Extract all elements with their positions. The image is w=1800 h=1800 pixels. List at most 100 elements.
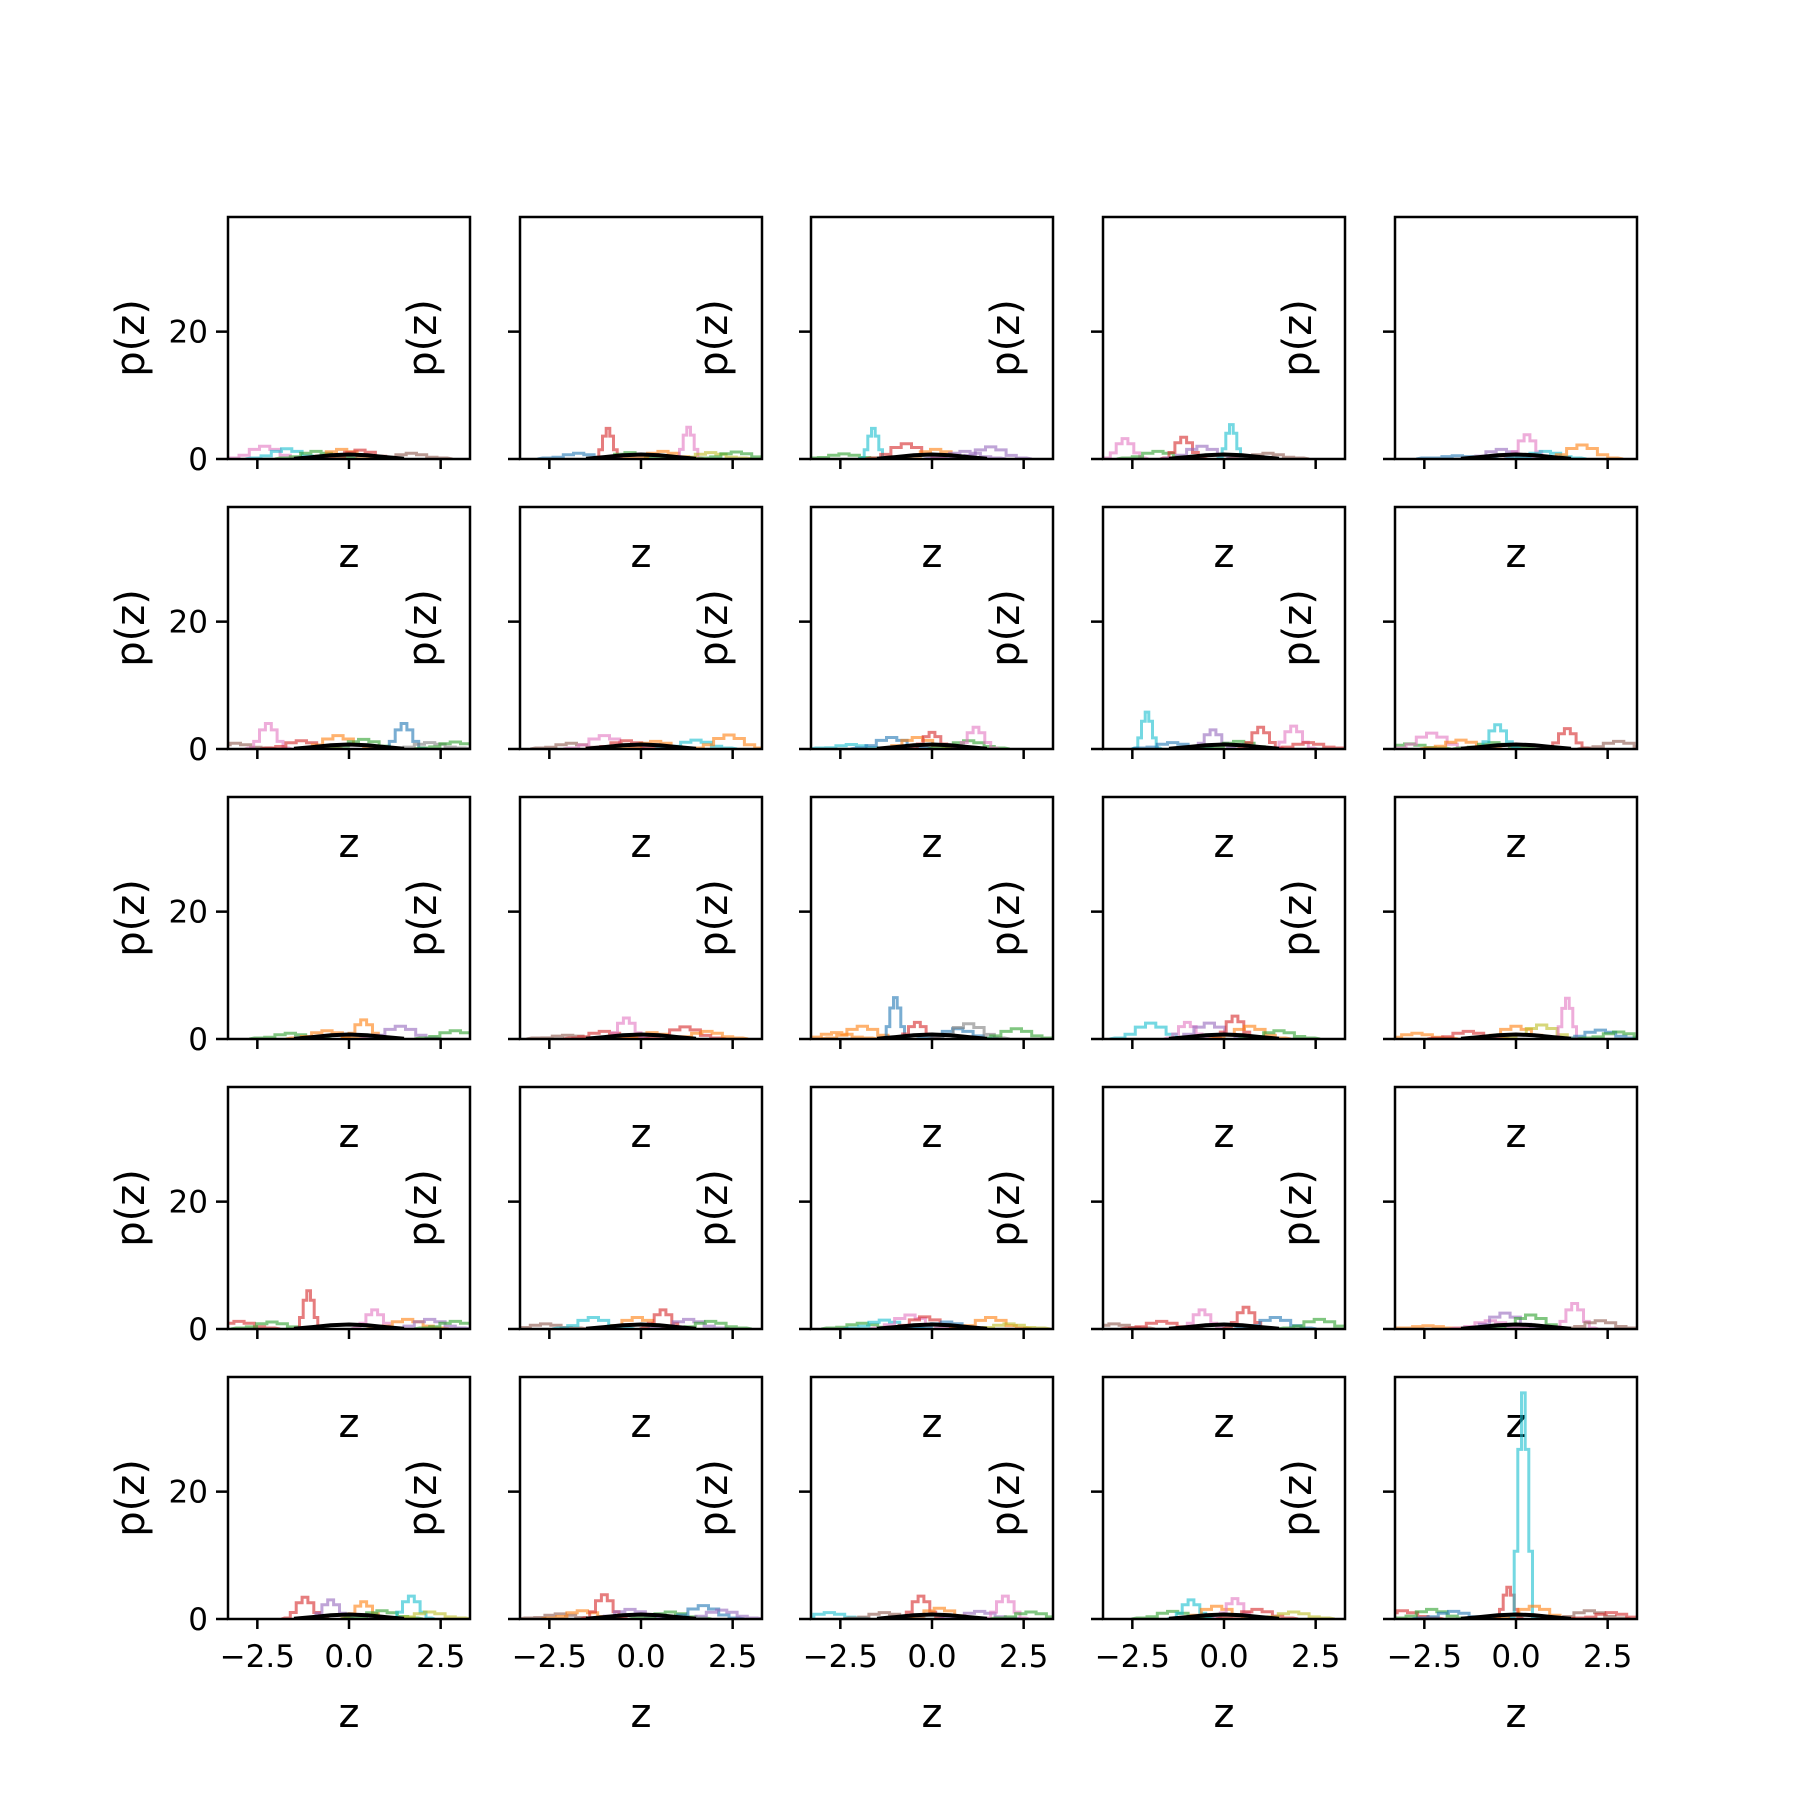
- pdf-curve: [244, 722, 293, 749]
- subplot-17: z p(z): [400, 1085, 764, 1447]
- y-axis-label: p(z): [691, 589, 737, 667]
- y-axis-label: p(z): [983, 589, 1029, 667]
- x-axis-label: z: [1506, 1111, 1527, 1157]
- x-axis-label: z: [922, 1401, 943, 1447]
- pdf-curve: [414, 1029, 470, 1039]
- axes-frame: [1393, 215, 1639, 461]
- subplot-9: z p(z): [983, 505, 1347, 867]
- pdf-curve: [811, 1031, 878, 1039]
- x-axis-label: z: [631, 1401, 652, 1447]
- y-tick-label: 0: [188, 1022, 208, 1058]
- y-axis-label: p(z): [691, 879, 737, 957]
- data-layer: [228, 1289, 470, 1329]
- pdf-curve: [1577, 1030, 1637, 1039]
- overall-pdf-curve: [1168, 1032, 1280, 1039]
- subplot-19: z p(z): [983, 1085, 1347, 1447]
- data-layer: [249, 1018, 470, 1039]
- overall-pdf-curve: [876, 452, 988, 459]
- x-axis-label: z: [1214, 821, 1235, 867]
- overall-pdf-curve: [1168, 1322, 1280, 1329]
- overall-pdf-curve: [876, 1032, 988, 1039]
- x-tick-label: 0.0: [907, 1639, 956, 1675]
- pdf-curve: [1551, 996, 1583, 1039]
- y-axis-label: p(z): [983, 299, 1029, 377]
- y-tick-label: 20: [169, 1475, 208, 1511]
- subplot-8: z p(z): [691, 505, 1055, 867]
- x-axis-label: z: [631, 1691, 652, 1737]
- y-axis-label: p(z): [1275, 1459, 1321, 1537]
- subplot-2: z p(z): [400, 215, 764, 577]
- x-axis-label: z: [1214, 1401, 1235, 1447]
- y-tick-label: 20: [169, 895, 208, 931]
- overall-pdf-curve: [1460, 1612, 1572, 1619]
- overall-pdf-curve: [1168, 1612, 1280, 1619]
- y-axis-label: p(z): [108, 589, 154, 667]
- pdf-curve: [1570, 1611, 1637, 1619]
- x-tick-label: 2.5: [1291, 1639, 1340, 1675]
- y-tick-label: 0: [188, 1602, 208, 1638]
- subplot-6: 0 20 z p(z): [108, 505, 472, 867]
- data-layer: [1395, 996, 1637, 1039]
- data-layer: [1109, 1014, 1321, 1039]
- data-layer: [1103, 1305, 1345, 1329]
- x-tick-label: −2.5: [1095, 1639, 1170, 1675]
- x-axis-label: z: [922, 531, 943, 577]
- subplot-16: 0 20 z p(z): [108, 1085, 472, 1447]
- y-axis-label: p(z): [691, 1459, 737, 1537]
- pdf-curve: [1215, 1607, 1299, 1619]
- x-axis-label: z: [1506, 531, 1527, 577]
- pdf-curve: [228, 1319, 281, 1329]
- data-layer: [1131, 710, 1345, 749]
- data-layer: [281, 1594, 470, 1619]
- x-tick-label: −2.5: [220, 1639, 295, 1675]
- x-axis-label: z: [339, 1691, 360, 1737]
- pdf-curve: [1577, 739, 1637, 749]
- data-layer: [1395, 723, 1637, 749]
- data-layer: [1131, 1597, 1335, 1619]
- pdf-curve: [695, 450, 762, 459]
- y-tick-label: 20: [169, 1185, 208, 1221]
- pdf-curve: [414, 1319, 470, 1329]
- subplot-10: z p(z): [1275, 505, 1639, 867]
- x-axis-label: z: [922, 1691, 943, 1737]
- data-layer: [537, 425, 762, 459]
- data-layer: [1395, 1302, 1637, 1329]
- subplot-18: z p(z): [691, 1085, 1055, 1447]
- x-axis-label: z: [631, 821, 652, 867]
- data-layer: [811, 1594, 1053, 1619]
- data-layer: [530, 733, 762, 749]
- subplot-5: z p(z): [1275, 215, 1639, 577]
- x-axis-label: z: [1214, 1111, 1235, 1157]
- data-layer: [1103, 423, 1310, 459]
- pdf-curve: [1507, 1391, 1539, 1619]
- x-axis-label: z: [922, 821, 943, 867]
- subplot-3: z p(z): [691, 215, 1055, 577]
- data-layer: [811, 996, 1053, 1039]
- x-tick-label: 2.5: [1583, 1639, 1632, 1675]
- data-layer: [520, 1308, 752, 1329]
- x-axis-label: z: [1214, 1691, 1235, 1737]
- pdf-curve: [687, 733, 762, 749]
- y-tick-label: 0: [188, 442, 208, 478]
- x-tick-label: −2.5: [1387, 1639, 1462, 1675]
- y-axis-label: p(z): [983, 1459, 1029, 1537]
- y-axis-label: p(z): [108, 299, 154, 377]
- pdf-curve: [879, 996, 911, 1039]
- pdf-curve: [293, 1289, 325, 1329]
- y-axis-label: p(z): [400, 1459, 446, 1537]
- subplot-25: −2.5 0.0 2.5 z p(z): [1275, 1375, 1639, 1737]
- overall-pdf-curve: [293, 1032, 405, 1039]
- overall-pdf-curve: [293, 742, 405, 749]
- subplot-1: 0 20 z p(z): [108, 215, 472, 577]
- x-axis-label: z: [1506, 821, 1527, 867]
- y-axis-label: p(z): [1275, 589, 1321, 667]
- subplot-4: z p(z): [983, 215, 1347, 577]
- subplot-15: z p(z): [1275, 795, 1639, 1157]
- data-layer: [811, 426, 1032, 459]
- x-axis-label: z: [1506, 1691, 1527, 1737]
- data-layer: [526, 1016, 749, 1039]
- overall-pdf-curve: [585, 1032, 697, 1039]
- subplot-7: z p(z): [400, 505, 764, 867]
- pdf-curve: [989, 1610, 1053, 1619]
- x-tick-label: 2.5: [416, 1639, 465, 1675]
